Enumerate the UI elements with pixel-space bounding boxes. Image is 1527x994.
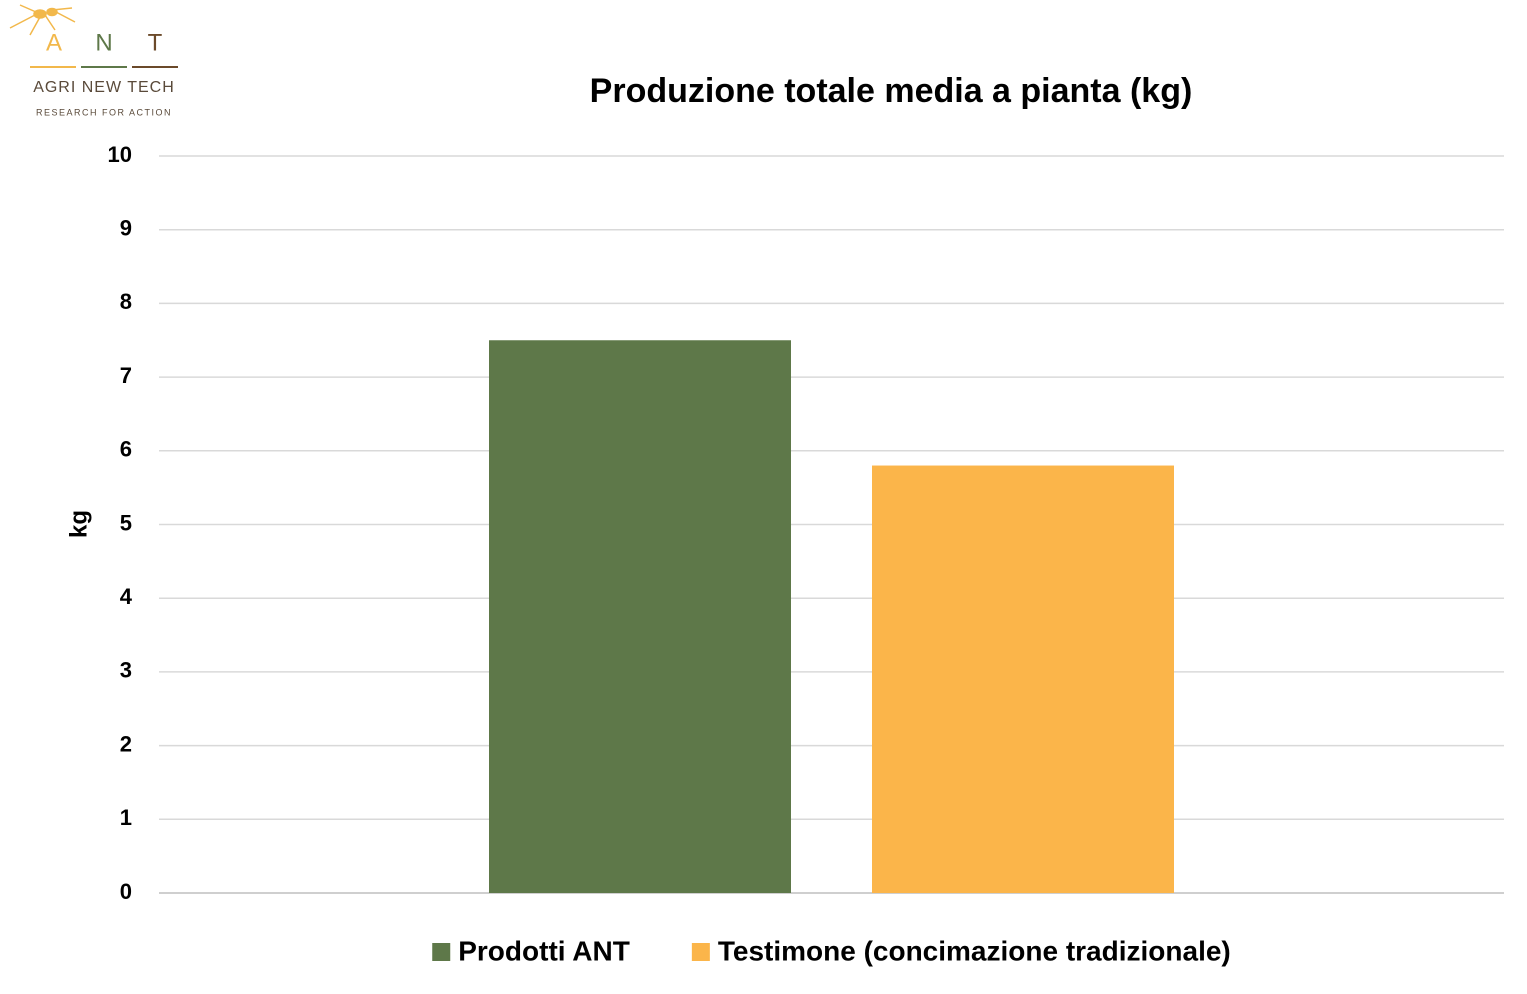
legend-swatch — [432, 943, 451, 961]
logo-letter: A — [46, 29, 62, 56]
y-tick-label: 10 — [108, 142, 132, 167]
logo-name: AGRI NEW TECH — [33, 79, 175, 96]
logo-tagline: RESEARCH FOR ACTION — [36, 107, 172, 117]
y-axis-label: kg — [65, 510, 92, 538]
logo: A N T AGRI NEW TECH RESEARCH FOR ACTION — [9, 4, 178, 117]
y-tick-label: 4 — [120, 584, 133, 609]
legend-label: Testimone (concimazione tradizionale) — [718, 935, 1231, 966]
y-tick-label: 1 — [120, 805, 132, 830]
logo-letter: N — [95, 29, 112, 56]
logo-ant — [9, 4, 76, 36]
y-tick-label: 5 — [120, 510, 132, 535]
legend-label: Prodotti ANT — [458, 935, 630, 966]
y-tick-label: 2 — [120, 731, 132, 756]
bar — [872, 465, 1174, 893]
y-tick-label: 9 — [120, 216, 132, 241]
legend-swatch — [691, 943, 710, 961]
y-tick-label: 3 — [120, 658, 132, 683]
y-tick-label: 8 — [120, 289, 132, 314]
y-tick-label: 7 — [120, 363, 132, 388]
bar — [489, 340, 791, 893]
y-tick-label: 6 — [120, 437, 132, 462]
chart-title: Produzione totale media a pianta (kg) — [590, 72, 1193, 110]
logo-letter: T — [148, 29, 163, 56]
y-tick-label: 0 — [120, 879, 132, 904]
